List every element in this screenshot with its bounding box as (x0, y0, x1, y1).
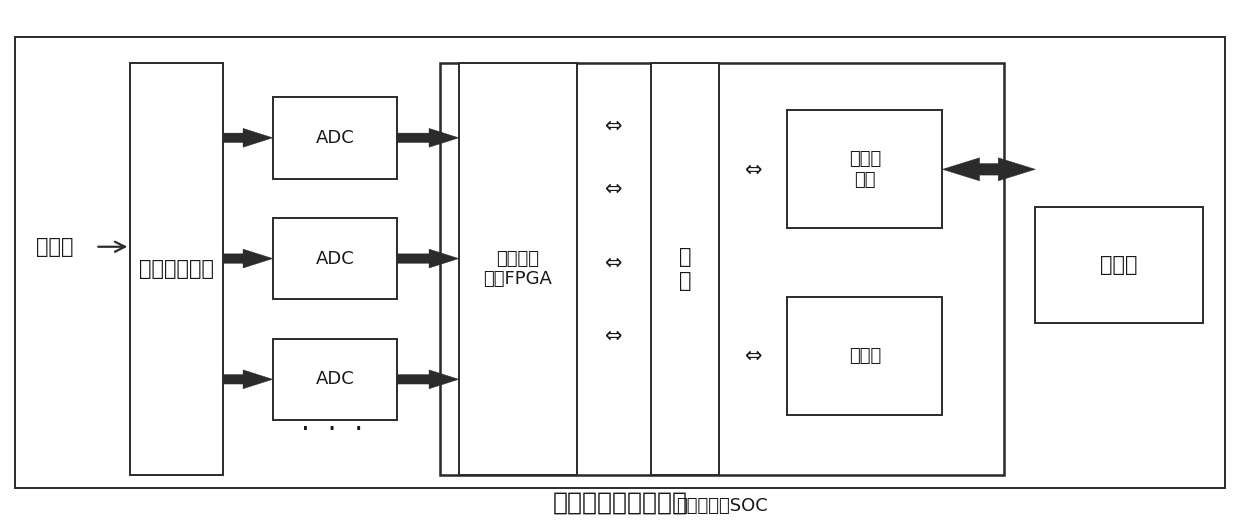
Text: 存储器: 存储器 (1100, 255, 1138, 275)
Polygon shape (942, 158, 1035, 181)
FancyBboxPatch shape (459, 63, 577, 475)
Text: 总
线: 总 线 (678, 247, 692, 291)
Polygon shape (397, 249, 459, 268)
FancyBboxPatch shape (273, 218, 397, 299)
FancyBboxPatch shape (1035, 207, 1203, 323)
FancyBboxPatch shape (787, 110, 942, 228)
Text: ⇔: ⇔ (744, 160, 763, 180)
Text: 系统级芯片SOC: 系统级芯片SOC (677, 497, 768, 515)
Polygon shape (397, 370, 459, 388)
Polygon shape (223, 370, 273, 388)
FancyBboxPatch shape (273, 339, 397, 420)
FancyBboxPatch shape (130, 63, 223, 475)
Text: 存储控
制器: 存储控 制器 (848, 150, 882, 188)
Polygon shape (223, 249, 273, 268)
Text: 可编程门
阵列FPGA: 可编程门 阵列FPGA (484, 250, 552, 288)
Text: ⇔: ⇔ (605, 326, 622, 346)
FancyBboxPatch shape (651, 63, 719, 475)
Text: ADC: ADC (315, 129, 355, 147)
Text: 信号调理电路: 信号调理电路 (139, 259, 215, 279)
Text: 处理器: 处理器 (848, 346, 882, 365)
Polygon shape (223, 128, 273, 147)
Text: 电信号: 电信号 (36, 237, 74, 257)
Polygon shape (397, 128, 459, 147)
FancyBboxPatch shape (787, 297, 942, 415)
FancyBboxPatch shape (273, 97, 397, 178)
Text: ⇔: ⇔ (744, 346, 763, 366)
Text: ADC: ADC (315, 249, 355, 268)
Text: ⇔: ⇔ (605, 116, 622, 136)
Text: ADC: ADC (315, 370, 355, 388)
Text: 数据采集和处理装置: 数据采集和处理装置 (553, 490, 687, 514)
Text: ⇔: ⇔ (605, 253, 622, 272)
Text: ·  ·  ·: · · · (301, 416, 363, 445)
Text: ⇔: ⇔ (605, 179, 622, 199)
